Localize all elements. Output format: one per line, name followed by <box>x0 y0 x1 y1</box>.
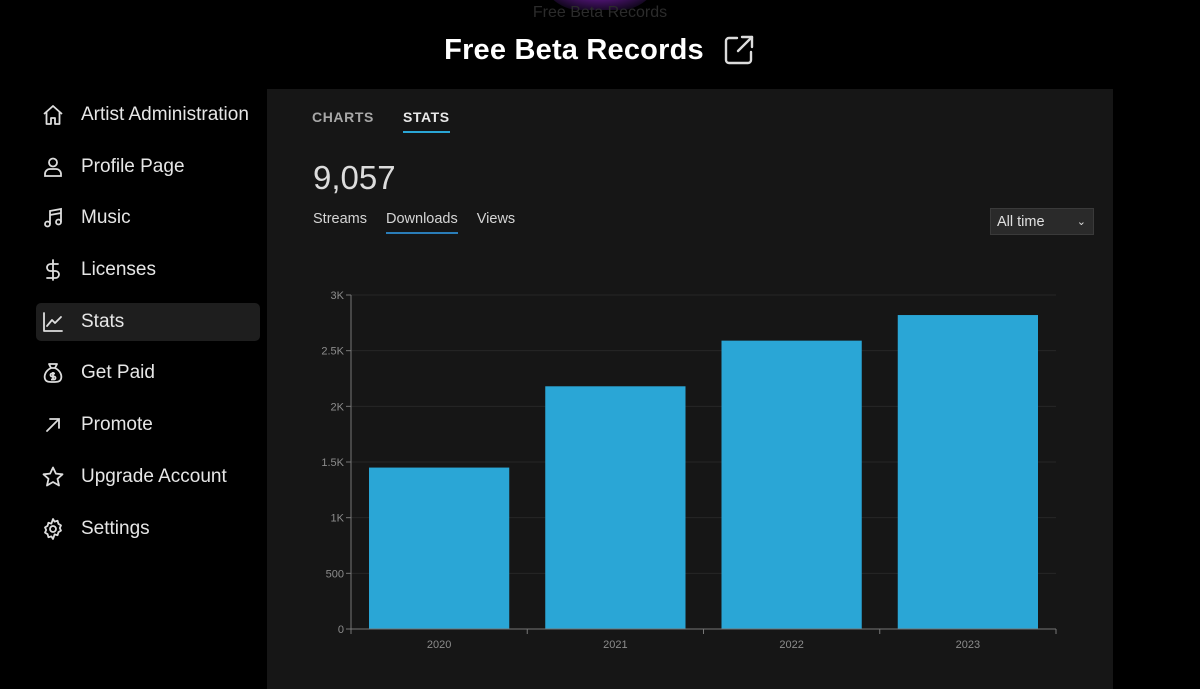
y-tick-label: 500 <box>326 568 344 580</box>
y-tick-label: 2.5K <box>321 346 344 358</box>
y-tick-label: 1.5K <box>321 457 344 469</box>
total-count: 9,057 <box>313 159 396 196</box>
home-icon <box>40 102 66 128</box>
subtab-streams[interactable]: Streams <box>313 211 367 227</box>
page-header: Free Beta Records <box>0 30 1200 70</box>
external-link-icon[interactable] <box>722 33 756 67</box>
sidebar-item-label: Profile Page <box>81 155 185 177</box>
y-tick-label: 0 <box>338 624 344 636</box>
x-tick-label: 2022 <box>779 639 803 651</box>
chart-bars <box>369 315 1038 629</box>
dollar-icon <box>40 257 66 283</box>
sidebar-item-music[interactable]: Music <box>36 199 260 237</box>
time-range-value: All time <box>997 213 1045 230</box>
tab-stats[interactable]: STATS <box>402 109 450 133</box>
y-axis-labels: 0 500 1K 1.5K 2K 2.5K 3K <box>321 290 344 636</box>
user-icon <box>40 154 66 180</box>
bar-2022 <box>721 340 862 629</box>
stats-panel: CHARTS STATS 9,057 Streams Downloads Vie… <box>267 89 1113 689</box>
brand-logo <box>540 0 660 10</box>
downloads-bar-chart: 0 500 1K 1.5K 2K 2.5K 3K 2020 2021 2022 2023 <box>321 290 1057 651</box>
money-bag-icon <box>40 360 66 386</box>
sidebar-item-get-paid[interactable]: Get Paid <box>36 354 260 392</box>
gear-icon <box>40 516 66 542</box>
bar-2020 <box>369 467 510 629</box>
sidebar-item-stats[interactable]: Stats <box>36 302 260 341</box>
sidebar-item-promote[interactable]: Promote <box>36 406 260 444</box>
page-title: Free Beta Records <box>444 33 704 66</box>
sidebar-item-settings[interactable]: Settings <box>36 510 260 548</box>
sidebar-item-label: Get Paid <box>81 362 155 384</box>
bar-2021 <box>545 386 686 629</box>
tab-bar: CHARTS STATS <box>312 109 450 133</box>
sidebar-item-label: Licenses <box>81 259 156 281</box>
x-tick-label: 2020 <box>427 639 451 651</box>
chart-axes <box>346 294 1057 634</box>
x-tick-label: 2023 <box>956 639 980 651</box>
sidebar-item-label: Music <box>81 207 131 229</box>
sidebar-item-label: Settings <box>81 517 150 539</box>
y-tick-label: 3K <box>331 290 345 302</box>
sidebar-item-upgrade-account[interactable]: Upgrade Account <box>36 458 260 496</box>
sidebar-item-profile-page[interactable]: Profile Page <box>36 148 260 186</box>
arrow-up-right-icon <box>40 412 66 438</box>
chevron-down-icon: ⌄ <box>1076 216 1086 228</box>
tab-charts[interactable]: CHARTS <box>312 109 374 125</box>
sidebar-item-label: Promote <box>81 414 153 436</box>
sidebar-item-label: Stats <box>81 310 125 332</box>
sidebar: Artist Administration Profile Page Music… <box>36 96 260 561</box>
x-axis-labels: 2020 2021 2022 2023 <box>427 639 980 651</box>
time-range-select[interactable]: All time ⌄ <box>990 208 1094 235</box>
metric-tabs: Streams Downloads Views <box>313 211 515 234</box>
sidebar-item-label: Artist Administration <box>81 104 249 125</box>
music-note-icon <box>40 205 66 231</box>
x-tick-label: 2021 <box>603 639 627 651</box>
sidebar-item-label: Upgrade Account <box>81 465 227 487</box>
y-tick-label: 2K <box>331 401 345 413</box>
subtab-downloads[interactable]: Downloads <box>386 211 458 234</box>
sidebar-item-artist-administration[interactable]: Artist Administration <box>36 96 260 134</box>
line-chart-icon <box>40 309 66 335</box>
y-tick-label: 1K <box>331 513 345 525</box>
bar-2023 <box>897 315 1038 629</box>
star-icon <box>40 464 66 490</box>
faded-label: Free Beta Records <box>532 4 668 21</box>
sidebar-item-licenses[interactable]: Licenses <box>36 251 260 289</box>
subtab-views[interactable]: Views <box>476 211 516 227</box>
